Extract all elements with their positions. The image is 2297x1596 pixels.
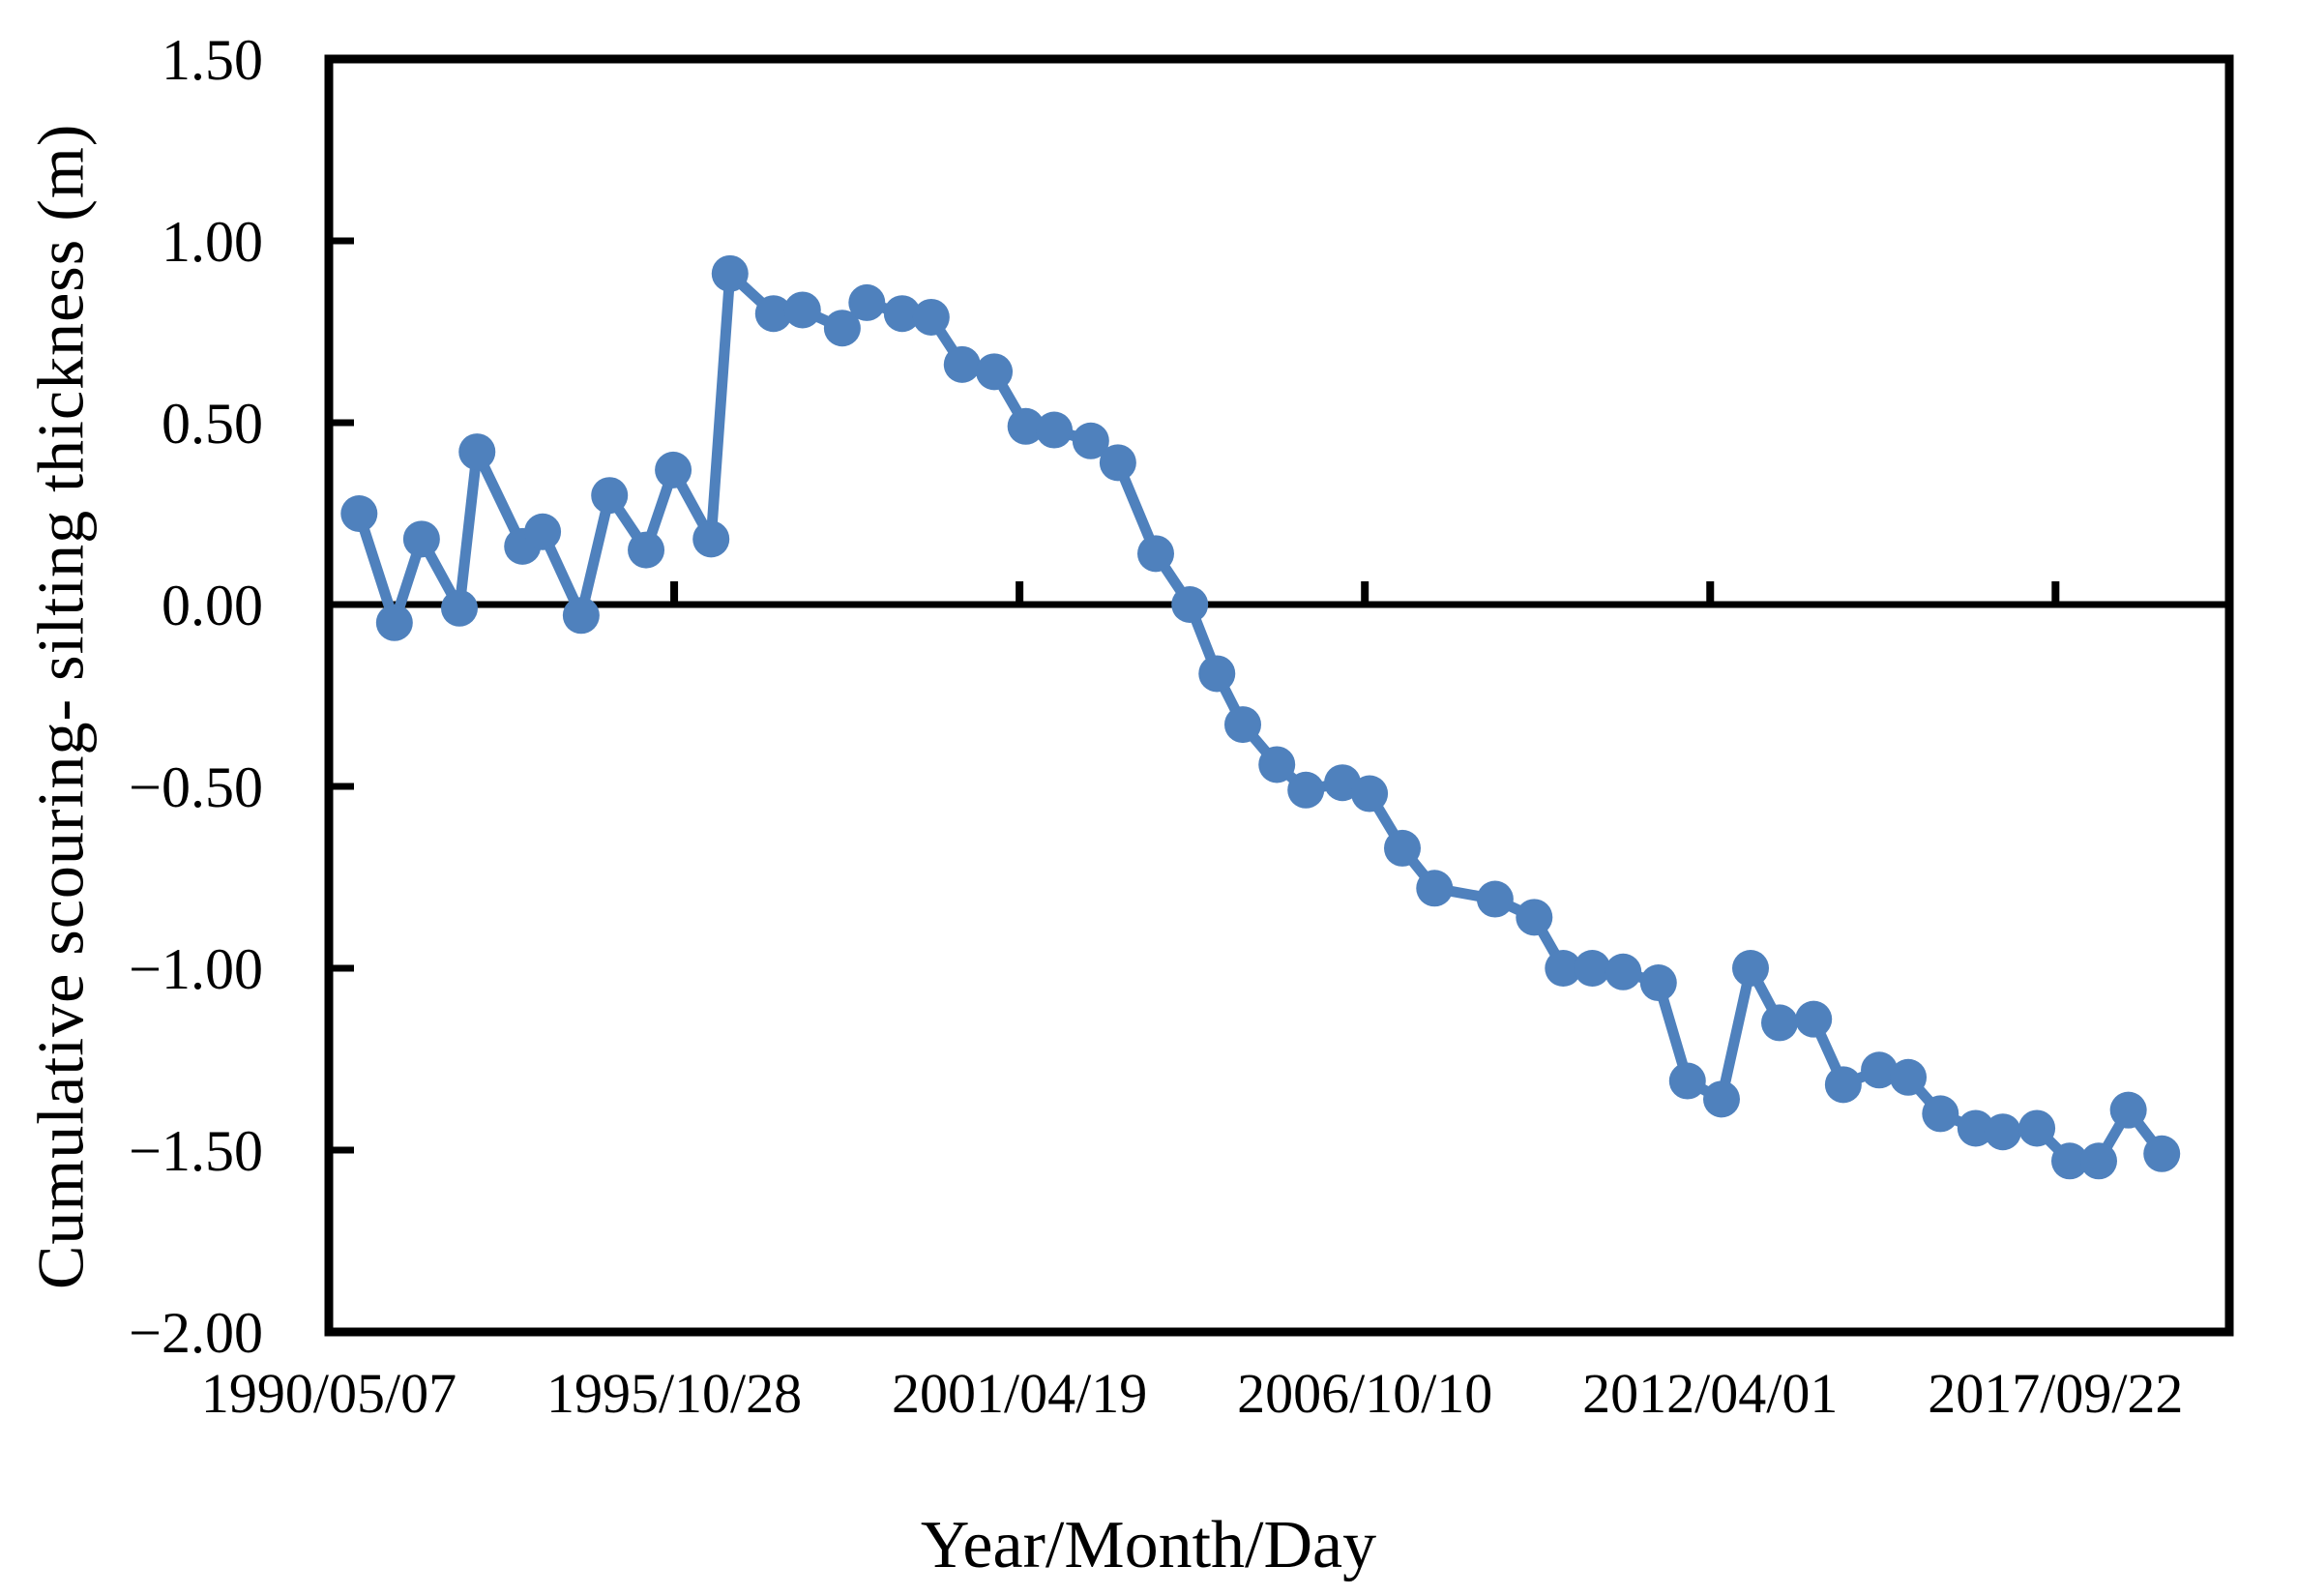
data-point: [1137, 535, 1174, 573]
data-point: [1639, 964, 1677, 1002]
data-point: [2018, 1109, 2056, 1147]
data-point: [1824, 1066, 1862, 1104]
x-axis-title-wrap: Year/Month/Day: [208, 1507, 2297, 1584]
data-point: [783, 291, 821, 329]
data-point: [591, 477, 629, 515]
data-point: [458, 433, 496, 471]
data-point: [375, 604, 413, 641]
data-point: [1922, 1095, 1959, 1133]
y-tick-label: 0.50: [162, 392, 263, 456]
data-point: [883, 295, 921, 333]
data-point: [1545, 950, 1582, 987]
data-point: [943, 345, 981, 383]
y-tick-label: −2.00: [129, 1301, 263, 1365]
x-axis-title: Year/Month/Day: [920, 1508, 1377, 1582]
data-point: [1224, 706, 1261, 744]
data-point: [1957, 1109, 1994, 1147]
data-point: [628, 531, 665, 569]
y-tick-label: −0.50: [129, 755, 263, 819]
x-tick-label: 2006/10/10: [1237, 1362, 1492, 1425]
data-point: [524, 513, 562, 550]
x-tick-label: 1995/10/28: [546, 1362, 802, 1425]
y-tick-label: 0.00: [162, 574, 263, 637]
data-point: [912, 298, 950, 336]
y-axis-title: Cumulative scouring- silting thickness (…: [23, 123, 98, 1289]
y-tick-label: 1.50: [162, 28, 263, 92]
data-point: [1761, 1004, 1798, 1042]
x-tick-label: 1990/05/07: [201, 1362, 456, 1425]
x-tick-label: 2017/09/22: [1928, 1362, 2183, 1425]
data-point: [562, 597, 600, 635]
y-tick-label: 1.00: [162, 210, 263, 274]
data-point: [1732, 950, 1769, 987]
series-line: [353, 268, 2167, 1167]
data-point: [1072, 422, 1109, 459]
data-point: [1198, 655, 1236, 693]
data-point: [1890, 1058, 1928, 1096]
y-tick-label: −1.50: [129, 1119, 263, 1183]
data-point: [2109, 1091, 2147, 1129]
data-point: [754, 295, 792, 333]
x-tick-label: 2001/04/19: [892, 1362, 1147, 1425]
data-point: [1384, 829, 1421, 867]
data-point: [2143, 1135, 2181, 1172]
data-point: [402, 520, 440, 558]
data-point: [1099, 444, 1136, 482]
data-point: [1171, 586, 1209, 623]
plot-frame: [324, 54, 2234, 1337]
data-point: [976, 353, 1014, 391]
data-point: [2080, 1142, 2117, 1180]
data-point: [1861, 1051, 1899, 1089]
data-point: [2051, 1142, 2088, 1180]
data-point: [1258, 746, 1296, 783]
data-point: [692, 520, 730, 558]
data-point: [1605, 953, 1642, 990]
data-point: [655, 451, 692, 488]
data-point: [1287, 771, 1325, 809]
data-point: [823, 310, 861, 347]
data-point: [1574, 950, 1611, 987]
data-point: [1036, 411, 1073, 449]
data-point: [1668, 1062, 1706, 1100]
data-point: [1984, 1113, 2021, 1151]
x-tick-label: 2012/04/01: [1582, 1362, 1838, 1425]
data-point: [1795, 1000, 1833, 1038]
data-point: [848, 283, 886, 321]
data-point: [1416, 870, 1454, 907]
data-point: [1516, 899, 1553, 936]
data-point: [1007, 407, 1045, 445]
data-point: [1351, 775, 1389, 813]
data-point: [1703, 1080, 1740, 1118]
data-point: [340, 495, 378, 532]
data-point: [711, 254, 749, 292]
data-point: [1476, 880, 1514, 918]
y-tick-label: −1.00: [129, 937, 263, 1001]
data-point: [441, 589, 478, 627]
